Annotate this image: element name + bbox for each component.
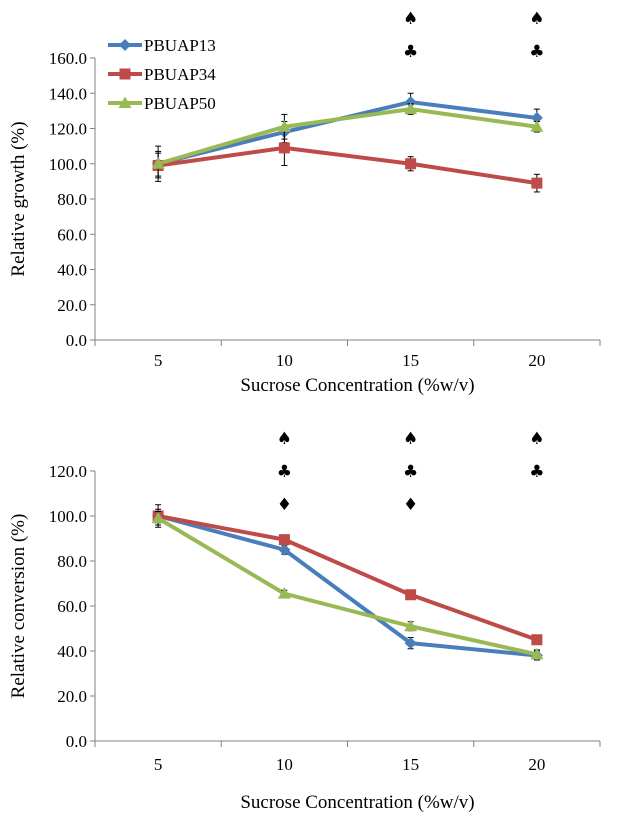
y-tick-label: 60.0: [57, 225, 87, 244]
data-point: [278, 534, 290, 546]
legend-label: PBUAP50: [144, 94, 216, 113]
legend-label: PBUAP13: [144, 36, 216, 55]
y-tick-label: 80.0: [57, 190, 87, 209]
significance-mark: ♠: [277, 429, 292, 449]
significance-mark: ♦: [403, 495, 418, 515]
y-tick-label: 20.0: [57, 296, 87, 315]
x-axis-title: Sucrose Concentration (%w/v): [240, 792, 474, 813]
x-tick-label: 20: [528, 351, 545, 370]
growth-chart: 0.0 20.0 40.0 60.0 80.0 100.0 120.0 140.0 160.0 5…: [8, 9, 601, 396]
data-point: [530, 120, 544, 132]
series-pbuap50: [151, 102, 544, 182]
y-tick-label: 40.0: [57, 261, 87, 280]
y-tick-label: 120.0: [49, 462, 87, 481]
x-tick-label: 15: [402, 755, 419, 774]
significance-mark: ♣: [277, 462, 292, 482]
y-tick-label: 0.0: [66, 331, 87, 350]
significance-mark: ♦: [277, 495, 292, 515]
significance-mark: ♣: [529, 462, 544, 482]
data-point: [530, 111, 543, 124]
data-point: [404, 96, 417, 109]
y-tick-label: 20.0: [57, 687, 87, 706]
y-tick-label: 80.0: [57, 552, 87, 571]
data-point: [118, 96, 132, 108]
data-point: [278, 543, 291, 556]
data-point: [277, 587, 291, 599]
x-tick-label: 20: [528, 755, 545, 774]
data-point: [531, 634, 543, 646]
series-pbuap34: [152, 129, 543, 193]
significance-mark: ♠: [403, 429, 418, 449]
data-point: [277, 120, 291, 132]
series-line: [157, 145, 538, 186]
significance-mark: ♣: [529, 42, 544, 62]
x-tick-label: 15: [402, 351, 419, 370]
x-tick-label: 5: [154, 351, 163, 370]
significance-mark: ♠: [529, 9, 544, 29]
x-axis-title: Sucrose Concentration (%w/v): [240, 375, 474, 396]
significance-mark: ♣: [403, 42, 418, 62]
y-tick-label: 140.0: [49, 84, 87, 103]
data-point: [531, 177, 543, 189]
series-line: [157, 107, 538, 166]
legend-label: PBUAP34: [144, 65, 216, 84]
data-point: [405, 589, 417, 601]
data-point: [151, 157, 165, 169]
y-tick-label: 0.0: [66, 732, 87, 751]
data-point: [278, 142, 290, 154]
y-tick-label: 160.0: [49, 49, 87, 68]
series-pbuap13: [152, 504, 543, 662]
data-point: [404, 102, 418, 115]
data-point: [404, 637, 417, 650]
conversion-chart: 0.0 20.0 40.0 60.0 80.0 100.0 120.0 5 10 15 20 Sucr…: [8, 429, 601, 813]
x-tick-label: 10: [276, 755, 293, 774]
legend: PBUAP13 PBUAP34 PBUAP50: [108, 36, 216, 113]
y-tick-label: 60.0: [57, 597, 87, 616]
y-tick-label: 40.0: [57, 642, 87, 661]
data-point: [151, 511, 165, 524]
y-tick-label: 120.0: [49, 120, 87, 139]
series-line: [157, 516, 538, 657]
x-tick-label: 5: [154, 755, 163, 774]
x-tick-label: 10: [276, 351, 293, 370]
y-tick-label: 100.0: [49, 507, 87, 526]
y-tick-label: 100.0: [49, 155, 87, 174]
data-point: [405, 158, 417, 170]
data-point: [119, 68, 131, 80]
y-axis-title: Relative conversion (%): [8, 514, 29, 699]
series-pbuap50: [151, 511, 544, 660]
y-axis-title: Relative growth (%): [8, 121, 29, 276]
data-point: [119, 39, 131, 51]
significance-mark: ♠: [403, 9, 418, 29]
series-line: [157, 514, 538, 642]
significance-mark: ♠: [529, 429, 544, 449]
data-point: [530, 647, 544, 660]
data-point: [404, 619, 418, 632]
significance-mark: ♣: [403, 462, 418, 482]
series-line: [157, 514, 538, 658]
